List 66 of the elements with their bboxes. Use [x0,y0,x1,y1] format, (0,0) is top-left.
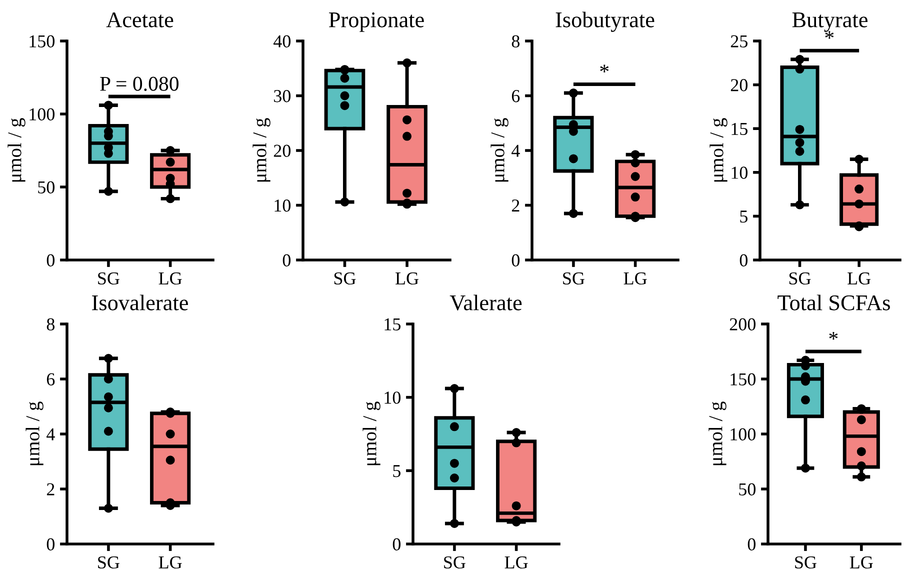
chart-title: Butyrate [792,12,868,32]
text: * [825,31,834,39]
y-tick-label: 6 [512,90,520,102]
y-tick-label: 25 [730,35,748,48]
annotation: P = 0.080 [100,76,179,91]
y-axis-title: μmol / g [710,118,728,182]
y-tick-label: 100 [30,108,55,120]
y-tick-label: 0 [392,538,401,550]
y-tick-label: 15 [732,122,748,136]
chart-title: Propionate [329,12,424,32]
x-tick-label: LG [850,556,873,569]
annotation: * [600,64,609,72]
y-tick-label: 5 [740,210,748,223]
y-tick-label: 4 [512,144,520,157]
y-tick-label: 0 [512,254,520,266]
y-tick-label: 10 [732,166,748,179]
x-tick-label: SG [98,556,120,569]
x-tick-label: LG [848,272,871,285]
x-tick-label: LG [624,272,647,285]
y-tick-label: 0 [46,254,55,266]
y-tick-label: 2 [512,200,520,212]
y-tick-label: 2 [46,483,54,496]
y-tick-label: 30 [274,90,291,102]
y-tick-label: 50 [38,181,55,194]
chart-title: Acetate [106,12,174,28]
y-tick-label: 5 [393,465,400,478]
y-axis-title: μmol / g [708,402,726,466]
x-tick-label: LG [158,556,182,569]
y-tick-label: 0 [740,254,748,266]
annotation: * [829,332,838,340]
x-tick-label: SG [444,556,466,569]
y-tick-label: 150 [730,373,756,386]
chart-title: Isobutyrate [556,12,654,32]
y-tick-label: 8 [46,318,55,330]
y-axis-title: μmol / g [490,118,508,182]
y-axis-title: μmol / g [252,118,270,182]
chart-title: Total SCFAs [778,294,890,310]
x-tick-label: SG [789,272,811,285]
y-tick-label: 0 [46,538,55,550]
x-tick-label: SG [563,272,584,285]
y-tick-label: 200 [730,318,756,330]
y-axis-title: μmol / g [362,402,380,466]
y-axis-title: μmol / g [8,118,26,182]
y-tick-label: 20 [274,144,291,157]
y-tick-label: 6 [46,373,55,386]
y-tick-label: 0 [748,538,756,550]
y-tick-label: 10 [384,392,401,404]
y-tick-label: 4 [46,428,55,440]
y-tick-label: 40 [273,35,291,48]
y-tick-label: 100 [730,428,756,440]
y-tick-label: 10 [274,200,291,212]
y-tick-label: 150 [30,35,55,48]
x-tick-label: LG [504,556,528,569]
x-tick-label: LG [396,272,418,285]
chart-title: Isovalerate [92,294,188,310]
x-tick-label: SG [98,272,120,285]
y-tick-label: 50 [739,483,756,496]
y-axis-title: μmol / g [26,402,44,466]
x-tick-label: SG [334,272,356,285]
x-tick-label: SG [795,556,816,569]
y-tick-label: 8 [512,35,520,48]
y-tick-label: 20 [730,79,748,92]
chart-title: Valerate [450,294,522,310]
y-tick-label: 15 [384,318,400,330]
y-tick-label: 0 [282,254,291,266]
x-tick-label: LG [158,272,182,285]
